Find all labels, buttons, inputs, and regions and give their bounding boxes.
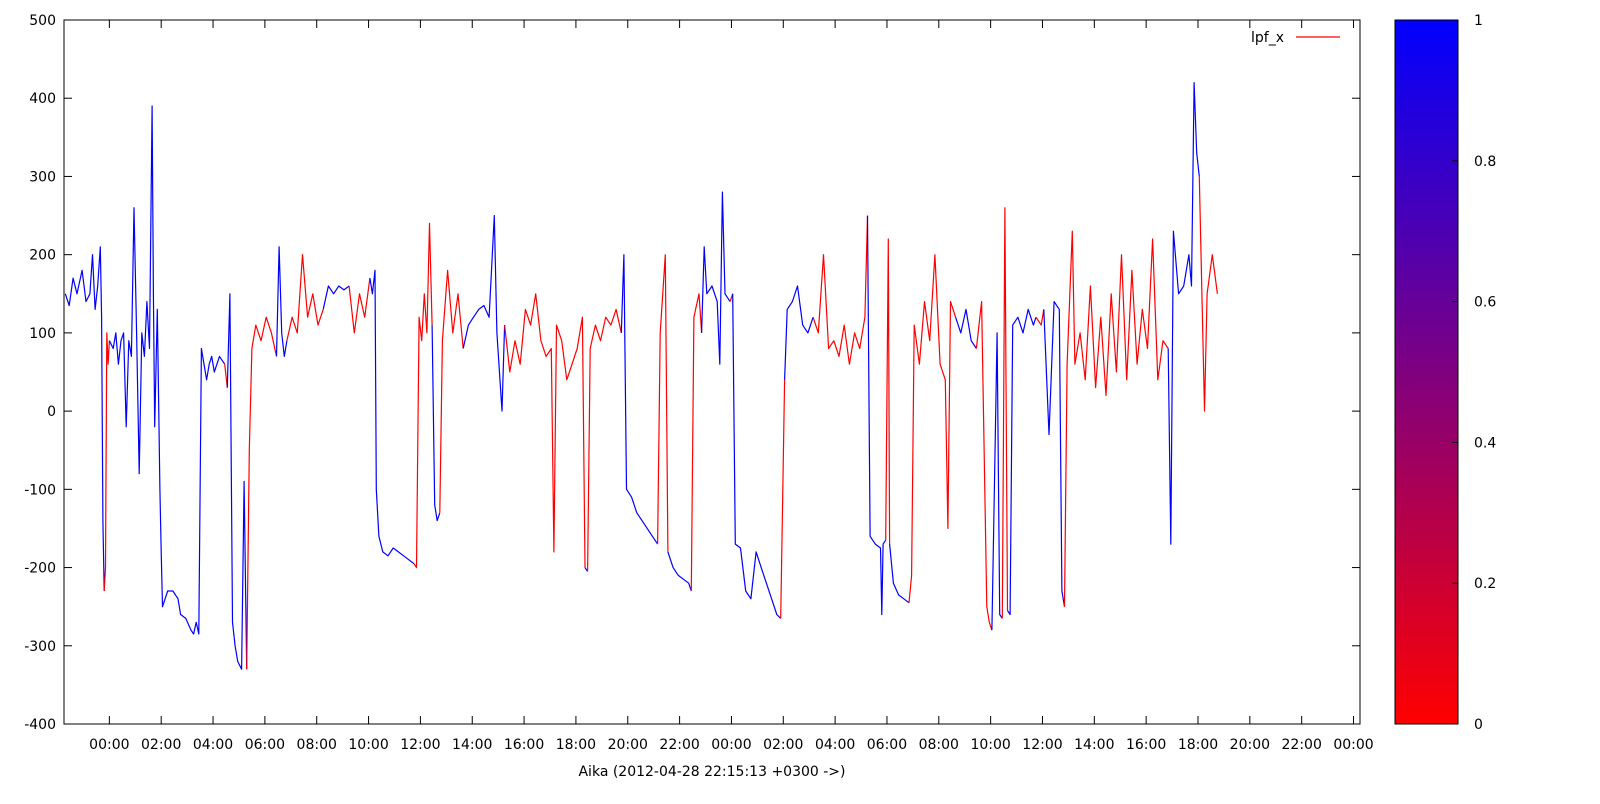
colorbar-tick-label: 0.4 bbox=[1474, 435, 1496, 451]
series-segment bbox=[866, 215, 887, 616]
series-segment bbox=[955, 308, 977, 349]
series-segment bbox=[1007, 308, 1037, 616]
colorbar-tick-label: 1 bbox=[1474, 13, 1483, 29]
series-segment bbox=[413, 222, 433, 569]
colorbar-tick-label: 0.2 bbox=[1474, 576, 1496, 592]
x-tick-label: 20:00 bbox=[1230, 737, 1270, 753]
y-tick-label: -200 bbox=[24, 561, 56, 577]
y-tick-label: 400 bbox=[29, 91, 56, 107]
x-tick-label: 00:00 bbox=[711, 737, 751, 753]
x-tick-label: 10:00 bbox=[348, 737, 388, 753]
series-segment bbox=[322, 285, 350, 310]
y-tick-label: 200 bbox=[29, 248, 56, 264]
x-tick-label: 16:00 bbox=[1126, 737, 1166, 753]
series-segment bbox=[1198, 176, 1218, 412]
x-tick-label: 22:00 bbox=[1282, 737, 1322, 753]
series-segment bbox=[620, 254, 659, 545]
x-tick-label: 20:00 bbox=[608, 737, 648, 753]
series-segment bbox=[286, 254, 324, 341]
series-segment bbox=[1035, 309, 1045, 326]
y-tick-label: -300 bbox=[24, 639, 56, 655]
x-tick-label: 12:00 bbox=[400, 737, 440, 753]
series-segment bbox=[991, 332, 1003, 631]
colorbar-tick-label: 0.6 bbox=[1474, 295, 1496, 311]
series-segment bbox=[108, 105, 226, 635]
x-axis-label: Aika (2012-04-28 22:15:13 +0300 ->) bbox=[578, 764, 845, 780]
y-tick-label: -100 bbox=[24, 482, 56, 498]
x-tick-label: 00:00 bbox=[89, 737, 129, 753]
series-segment bbox=[812, 215, 869, 365]
series-segment bbox=[246, 316, 278, 670]
colorbar-tick-label: 0 bbox=[1474, 717, 1483, 733]
y-tick-label: -400 bbox=[24, 717, 56, 733]
x-tick-label: 06:00 bbox=[867, 737, 907, 753]
series-segment bbox=[504, 293, 586, 568]
y-tick-label: 100 bbox=[29, 326, 56, 342]
series-segment bbox=[439, 269, 464, 513]
x-tick-label: 02:00 bbox=[763, 737, 803, 753]
series-segment bbox=[667, 551, 692, 592]
x-tick-label: 04:00 bbox=[815, 737, 855, 753]
legend-label: lpf_x bbox=[1251, 30, 1284, 46]
series-segment bbox=[780, 379, 786, 619]
series-segment bbox=[226, 293, 248, 670]
series-segment bbox=[885, 238, 891, 545]
x-tick-label: 14:00 bbox=[1074, 737, 1114, 753]
x-tick-label: 18:00 bbox=[1178, 737, 1218, 753]
series-segment bbox=[1063, 230, 1169, 607]
series-segment bbox=[275, 246, 288, 357]
colorbar-tick-label: 0.8 bbox=[1474, 154, 1496, 170]
series-segment bbox=[908, 254, 957, 603]
series-segment bbox=[431, 325, 441, 522]
series-segment bbox=[348, 278, 371, 334]
series-segment bbox=[889, 544, 910, 604]
x-tick-label: 00:00 bbox=[1333, 737, 1373, 753]
series-segment bbox=[369, 269, 415, 565]
series-segment bbox=[732, 293, 782, 619]
x-tick-label: 16:00 bbox=[504, 737, 544, 753]
series-segment bbox=[103, 332, 110, 592]
x-tick-label: 08:00 bbox=[919, 737, 959, 753]
x-tick-label: 22:00 bbox=[659, 737, 699, 753]
series-segment bbox=[657, 254, 669, 552]
x-tick-label: 12:00 bbox=[1022, 737, 1062, 753]
x-tick-label: 04:00 bbox=[193, 737, 233, 753]
series-segment bbox=[64, 246, 105, 592]
x-tick-label: 10:00 bbox=[970, 737, 1010, 753]
series-segment bbox=[1001, 207, 1009, 619]
series-segment bbox=[1167, 82, 1200, 545]
x-tick-label: 18:00 bbox=[556, 737, 596, 753]
x-tick-label: 14:00 bbox=[452, 737, 492, 753]
series-segment bbox=[1043, 301, 1066, 607]
y-tick-label: 500 bbox=[29, 13, 56, 29]
x-tick-label: 06:00 bbox=[245, 737, 285, 753]
series-segment bbox=[462, 215, 506, 412]
y-tick-label: 0 bbox=[47, 404, 56, 420]
series-segment bbox=[975, 301, 993, 631]
series-segment bbox=[701, 191, 731, 365]
plot-frame bbox=[63, 19, 1361, 725]
x-tick-label: 08:00 bbox=[297, 737, 337, 753]
colorbar bbox=[1394, 19, 1459, 725]
series-segment bbox=[784, 285, 814, 380]
x-tick-label: 02:00 bbox=[141, 737, 181, 753]
series-segment bbox=[587, 308, 622, 572]
series-segment bbox=[690, 293, 703, 592]
y-tick-label: 300 bbox=[29, 169, 56, 185]
